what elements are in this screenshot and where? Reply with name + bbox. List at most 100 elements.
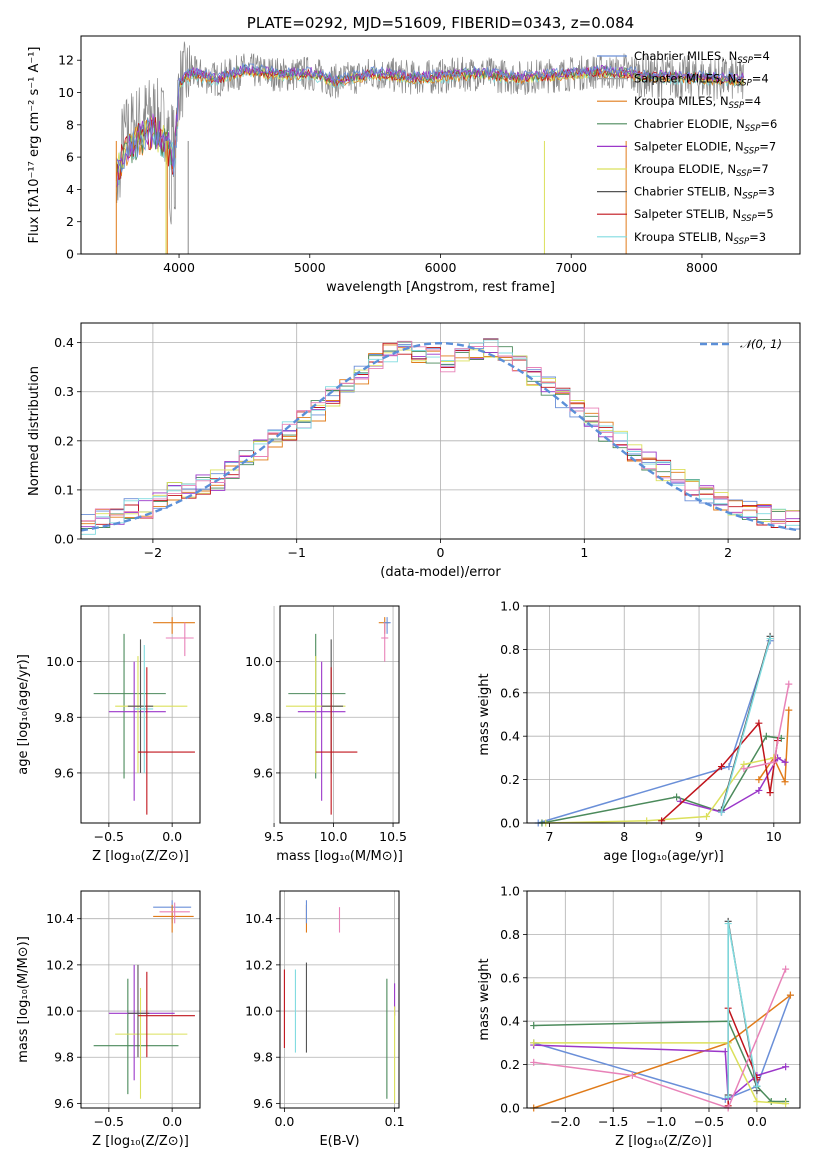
x-tick-label: −1.5 <box>598 1114 628 1129</box>
text-layer: Chabrier MILES, NSSP=4 Salpeter MILES, NS… <box>16 14 782 1149</box>
y-tick-label: 9.8 <box>54 1050 74 1065</box>
y-tick-label: 10.2 <box>245 957 273 972</box>
y-tick-label: 1.0 <box>500 884 520 899</box>
y-tick-label: 9.6 <box>253 765 273 780</box>
y-tick-label: 9.6 <box>253 1096 273 1111</box>
y-tick-label: 0.4 <box>54 335 74 350</box>
x-tick-label: −1 <box>287 545 305 560</box>
x-axis-label: mass [log₁₀(M/M⊙)] <box>276 849 403 864</box>
weight-marker <box>755 719 763 727</box>
x-axis-label: wavelength [Angstrom, rest frame] <box>326 280 555 295</box>
y-tick-label: 0.2 <box>500 1057 520 1072</box>
x-tick-label: 10 <box>766 829 782 844</box>
weight-marker <box>786 991 794 999</box>
x-tick-label: 10.0 <box>320 829 348 844</box>
weight-marker <box>753 1082 761 1090</box>
x-tick-label: 0.0 <box>162 1114 182 1129</box>
gaussian-curve <box>80 341 801 532</box>
weight-line <box>533 968 787 1109</box>
y-tick-label: 12 <box>58 53 74 68</box>
spectrum-lines <box>115 41 745 254</box>
y-axis-label: mass [log₁₀(M/M⊙)] <box>16 936 31 1063</box>
y-tick-label: 0.2 <box>500 772 520 787</box>
x-tick-label: 0.1 <box>385 1114 405 1129</box>
legend-entry: Kroupa ELODIE, NSSP=7 <box>634 162 769 179</box>
weight-marker <box>781 758 789 766</box>
weight-marker <box>762 732 770 740</box>
y-tick-label: 10.2 <box>46 957 74 972</box>
weight-marker <box>725 763 733 771</box>
y-tick-label: 10.0 <box>245 1004 273 1019</box>
y-tick-label: 6 <box>66 150 74 165</box>
weight-marker <box>530 1039 538 1047</box>
x-tick-label: 0.0 <box>747 1114 767 1129</box>
x-tick-label: −2 <box>144 545 162 560</box>
legend-entry: Salpeter STELIB, NSSP=5 <box>634 207 774 224</box>
weight-line <box>533 1044 786 1101</box>
x-tick-label: 7 <box>545 829 553 844</box>
x-tick-label: 6000 <box>425 260 457 275</box>
legend-entry: Chabrier MILES, NSSP=4 <box>634 49 770 66</box>
x-tick-label: 1 <box>580 545 588 560</box>
axis-frame <box>526 605 801 824</box>
model-spectrum <box>115 67 745 184</box>
y-tick-label: 0.8 <box>500 927 520 942</box>
weight-line <box>533 994 792 1101</box>
x-tick-label: −1.0 <box>646 1114 676 1129</box>
axis-frame <box>279 605 400 824</box>
x-tick-label: 10.5 <box>379 829 407 844</box>
legend-entry: Salpeter MILES, NSSP=4 <box>634 72 769 89</box>
weight-line <box>743 683 790 770</box>
x-tick-label: −0.5 <box>94 829 124 844</box>
x-axis-label: Z [log₁₀(Z/Z⊙)] <box>615 1134 712 1149</box>
x-axis-label: (data-model)/error <box>380 565 501 580</box>
y-tick-label: 10.4 <box>46 911 74 926</box>
x-tick-label: −2.0 <box>550 1114 580 1129</box>
weight-marker <box>770 758 778 766</box>
x-tick-label: 5000 <box>294 260 326 275</box>
axis-frame <box>526 890 801 1109</box>
weight-marker <box>785 706 793 714</box>
x-tick-label: 0 <box>437 545 445 560</box>
legend-entry: Chabrier ELODIE, NSSP=6 <box>634 117 777 134</box>
x-tick-label: 8 <box>620 829 628 844</box>
weight-marker <box>740 765 748 773</box>
x-tick-label: 9.5 <box>264 829 284 844</box>
y-tick-label: 1.0 <box>500 599 520 614</box>
y-tick-label: 0.1 <box>54 482 74 497</box>
weight-line <box>545 757 774 824</box>
x-axis-label: age [log₁₀(age/yr)] <box>603 849 724 864</box>
x-tick-label: 7000 <box>555 260 587 275</box>
weight-marker <box>703 812 711 820</box>
weight-marker <box>755 776 763 784</box>
weight-marker <box>785 680 793 688</box>
y-tick-label: 10.0 <box>46 1004 74 1019</box>
y-tick-label: 0.0 <box>54 532 74 547</box>
legend-entry: Kroupa STELIB, NSSP=3 <box>634 230 766 247</box>
weight-marker <box>724 920 732 928</box>
weight-marker <box>767 1097 775 1105</box>
y-tick-label: 0.0 <box>500 1101 520 1116</box>
histogram-step <box>81 340 800 524</box>
weight-marker <box>717 763 725 771</box>
y-tick-label: 9.6 <box>54 1096 74 1111</box>
data-layer <box>80 41 801 1112</box>
x-axis-label: Z [log₁₀(Z/Z⊙)] <box>92 1134 189 1149</box>
weight-marker <box>782 1063 790 1071</box>
y-tick-label: 4 <box>66 182 74 197</box>
legend-entry: Kroupa MILES, NSSP=4 <box>634 94 761 111</box>
weight-marker <box>530 1022 538 1030</box>
legend-entry: Salpeter ELODIE, NSSP=7 <box>634 139 776 156</box>
model-spectrum <box>115 66 745 182</box>
x-tick-label: 8000 <box>686 260 718 275</box>
y-tick-label: 0.4 <box>500 1014 520 1029</box>
grid-layer <box>81 323 800 1109</box>
y-tick-label: 9.6 <box>54 765 74 780</box>
x-tick-label: 0.0 <box>162 829 182 844</box>
y-axis-label: Flux [fλ10⁻¹⁷ erg cm⁻² s⁻¹ A⁻¹] <box>27 47 42 244</box>
y-tick-label: 8 <box>66 117 74 132</box>
y-tick-label: 0.8 <box>500 642 520 657</box>
weight-line <box>720 638 771 813</box>
x-axis-label: E(B-V) <box>319 1134 359 1149</box>
